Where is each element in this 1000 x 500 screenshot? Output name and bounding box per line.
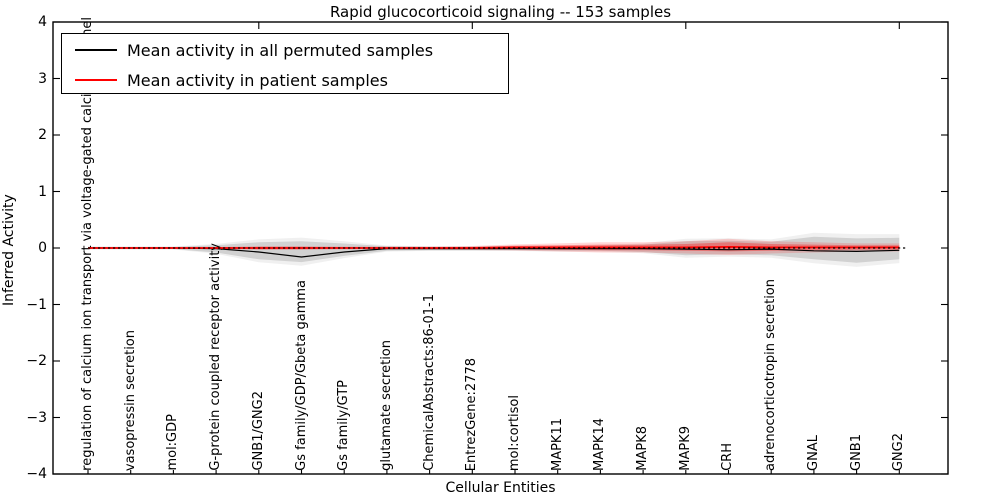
x-tick-label: MAPK11	[550, 417, 565, 471]
legend-line-black	[75, 49, 117, 51]
x-tick-label: Gs family/GTP	[336, 380, 351, 471]
x-tick-label: GNAL	[806, 435, 821, 471]
x-tick-label: EntrezGene:2778	[464, 357, 479, 471]
x-tick-label: ChemicalAbstracts:86-01-1	[422, 294, 437, 471]
x-tick-label: GNG2	[891, 432, 906, 471]
x-tick-label: vasopressin secretion	[123, 329, 138, 471]
x-tick-label: MAPK8	[635, 426, 650, 471]
y-tick-label: −4	[26, 466, 47, 482]
x-tick-label: MAPK14	[592, 417, 607, 471]
legend-line-red	[75, 79, 117, 81]
y-tick-label: −3	[26, 409, 47, 426]
legend-label: Mean activity in patient samples	[127, 70, 388, 90]
chart-title: Rapid glucocorticoid signaling -- 153 sa…	[329, 3, 672, 21]
legend: Mean activity in all permuted samples Me…	[61, 33, 509, 94]
legend-label: Mean activity in all permuted samples	[127, 40, 434, 60]
x-tick-label: GNB1	[849, 434, 864, 471]
x-tick-label: G-protein coupled receptor activity	[208, 243, 223, 471]
x-tick-label: MAPK9	[678, 426, 693, 471]
legend-entry-patient: Mean activity in patient samples	[75, 66, 508, 94]
x-tick-label: Gs family/GDP/Gbeta gamma	[294, 280, 309, 471]
y-tick-label: 3	[38, 70, 47, 87]
y-tick-label: −1	[26, 296, 47, 313]
x-tick-label: adrenocorticotropin secretion	[763, 279, 778, 471]
x-tick-label: mol:cortisol	[507, 394, 522, 471]
x-axis-label: Cellular Entities	[445, 480, 556, 496]
x-tick-label: CRH	[720, 443, 735, 471]
y-tick-label: 4	[38, 14, 47, 30]
x-tick-label: glutamate secretion	[379, 340, 394, 471]
y-tick-label: 1	[38, 183, 47, 200]
x-tick-label: mol:GDP	[165, 414, 180, 471]
legend-entry-permuted: Mean activity in all permuted samples	[75, 36, 508, 64]
y-tick-label: 0	[38, 240, 47, 256]
y-tick-label: −2	[26, 353, 47, 369]
x-tick-label: GNB1/GNG2	[251, 391, 266, 471]
y-tick-label: 2	[38, 127, 47, 143]
